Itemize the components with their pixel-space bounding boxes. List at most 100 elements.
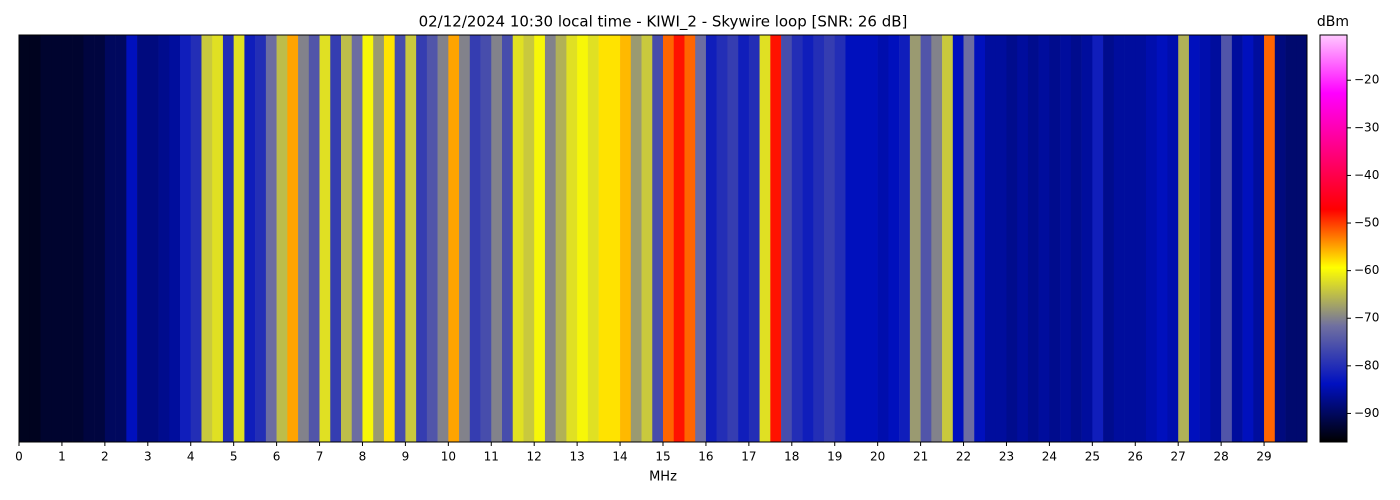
spectrum-band <box>620 35 632 442</box>
spectrum-band <box>1049 35 1061 442</box>
colorbar-tick-label: −30 <box>1354 120 1379 134</box>
x-tick-label: 16 <box>698 450 713 464</box>
x-tick-label: 5 <box>230 450 238 464</box>
spectrum-band <box>845 35 857 442</box>
spectrum-band <box>577 35 589 442</box>
colorbar-tick-label: −70 <box>1354 311 1379 325</box>
spectrum-band <box>1199 35 1211 442</box>
colorbar <box>1319 34 1348 443</box>
x-tick-label: 22 <box>956 450 971 464</box>
spectrum-band <box>448 35 460 442</box>
spectrum-band <box>180 35 192 442</box>
x-tick-label: 28 <box>1213 450 1228 464</box>
spectrum-band <box>695 35 707 442</box>
x-tick-label: 17 <box>741 450 756 464</box>
spectrum-band <box>663 35 675 442</box>
spectrum-band <box>748 35 760 442</box>
spectrum-band <box>480 35 492 442</box>
spectrum-band <box>813 35 825 442</box>
colorbar-tick-label: −90 <box>1354 406 1379 420</box>
spectrum-band <box>866 35 878 442</box>
x-tick-label: 29 <box>1256 450 1271 464</box>
spectrum-band <box>1146 35 1158 442</box>
spectrum-band <box>1296 35 1308 442</box>
spectrum-band <box>351 35 363 442</box>
spectrum-band <box>308 35 320 442</box>
spectrum-band <box>1135 35 1147 442</box>
spectrum-band <box>1156 35 1168 442</box>
spectrum-band <box>255 35 267 442</box>
spectrum-band <box>469 35 481 442</box>
spectrum-band <box>94 35 106 442</box>
x-tick-label: 23 <box>999 450 1014 464</box>
x-tick-label: 3 <box>144 450 152 464</box>
colorbar-tick-label: −50 <box>1354 216 1379 230</box>
x-tick-label: 26 <box>1128 450 1143 464</box>
colorbar-tick-label: −40 <box>1354 168 1379 182</box>
x-tick-label: 1 <box>58 450 66 464</box>
spectrum-band <box>974 35 986 442</box>
spectrum-band <box>652 35 664 442</box>
spectrum-band <box>405 35 417 442</box>
spectrum-band <box>705 35 717 442</box>
spectrum-band <box>83 35 95 442</box>
spectrum-band <box>158 35 170 442</box>
spectrum-band <box>29 35 41 442</box>
spectrum-band <box>319 35 331 442</box>
x-tick-label: 8 <box>359 450 367 464</box>
spectrum-band <box>298 35 310 442</box>
spectrum-band <box>1188 35 1200 442</box>
spectrum-band <box>920 35 932 442</box>
spectrum-band <box>512 35 524 442</box>
spectrum-band <box>394 35 406 442</box>
spectrum-band <box>856 35 868 442</box>
spectrum-band <box>523 35 535 442</box>
spectrum-band <box>426 35 438 442</box>
spectrum-band <box>1285 35 1297 442</box>
spectrum-band <box>952 35 964 442</box>
chart-title: 02/12/2024 10:30 local time - KIWI_2 - S… <box>419 13 908 32</box>
spectrum-band <box>1060 35 1072 442</box>
spectrum-band <box>126 35 138 442</box>
spectrum-band <box>673 35 685 442</box>
spectrum-band <box>222 35 234 442</box>
spectrum-band <box>362 35 374 442</box>
spectrum-band <box>684 35 696 442</box>
spectrum-band <box>587 35 599 442</box>
spectrum-band <box>1092 35 1104 442</box>
spectrum-band <box>137 35 149 442</box>
spectrum-band <box>233 35 245 442</box>
spectrum-band <box>1242 35 1254 442</box>
spectrum-band <box>1038 35 1050 442</box>
spectrum-band <box>51 35 63 442</box>
colorbar-tick-label: −20 <box>1354 73 1379 87</box>
spectrum-band <box>40 35 52 442</box>
spectrum-band <box>265 35 277 442</box>
spectrum-band <box>104 35 116 442</box>
spectrum-band <box>641 35 653 442</box>
plot-area <box>19 35 1308 442</box>
spectrum-band <box>19 35 31 442</box>
spectrum-band <box>609 35 621 442</box>
spectrum-band <box>888 35 900 442</box>
x-tick-label: 25 <box>1085 450 1100 464</box>
spectrum-band <box>1070 35 1082 442</box>
spectrum-band <box>169 35 181 442</box>
spectrum-band <box>212 35 224 442</box>
colorbar-label: dBm <box>1317 14 1349 30</box>
spectrum-band <box>834 35 846 442</box>
spectrum-band <box>276 35 288 442</box>
spectrum-band <box>985 35 997 442</box>
spectrum-band <box>555 35 567 442</box>
spectrum-band <box>373 35 385 442</box>
x-tick-label: 20 <box>870 450 885 464</box>
spectrum-band <box>287 35 299 442</box>
x-tick-label: 27 <box>1171 450 1186 464</box>
spectrum-band <box>1264 35 1276 442</box>
spectrum-band <box>781 35 793 442</box>
spectrum-band <box>1231 35 1243 442</box>
x-tick-label: 13 <box>569 450 584 464</box>
spectrum-band <box>770 35 782 442</box>
spectrum-band <box>727 35 739 442</box>
